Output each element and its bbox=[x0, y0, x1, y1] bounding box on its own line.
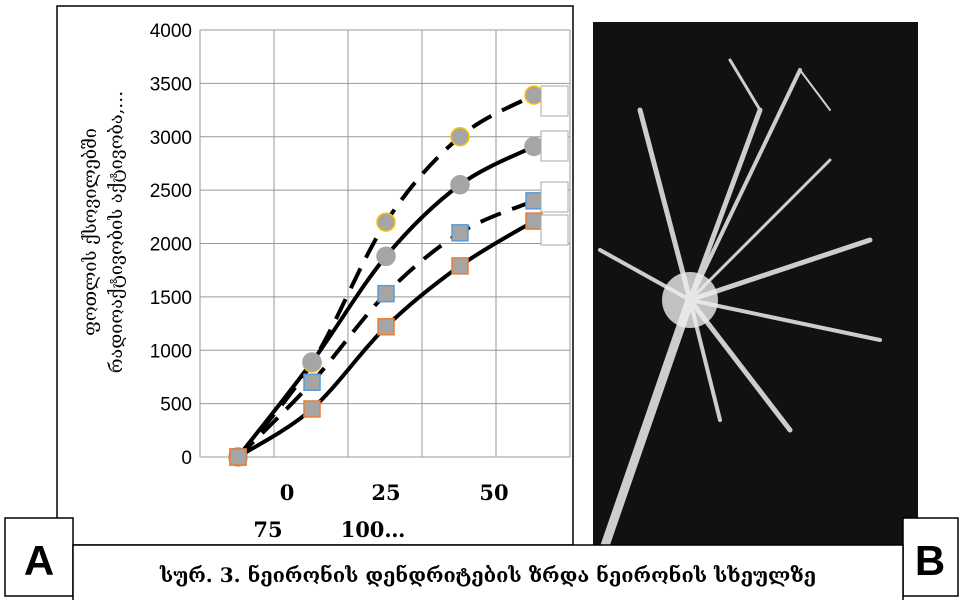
marker bbox=[450, 127, 470, 147]
marker bbox=[524, 85, 544, 105]
marker bbox=[377, 318, 395, 336]
y-axis-label: რადიოაქტივობის აქტივობა,… bbox=[106, 91, 127, 374]
marker bbox=[303, 400, 321, 418]
marker bbox=[524, 136, 544, 157]
marker bbox=[525, 212, 543, 230]
panel-label: B bbox=[915, 537, 945, 584]
legend bbox=[540, 85, 569, 246]
y-tick-label: 3000 bbox=[150, 128, 192, 149]
marker bbox=[229, 448, 247, 466]
caption: სურ. 3. ნეირონის დენდრიტების ზრდა ნეირონ… bbox=[159, 563, 816, 587]
x-tick-label: 75 bbox=[253, 517, 282, 542]
x-tick-label: 25 bbox=[371, 480, 400, 505]
marker bbox=[377, 284, 395, 303]
y-tick-label: 1500 bbox=[150, 288, 192, 309]
x-tick-label: 50 bbox=[479, 480, 508, 505]
chart-frame bbox=[56, 5, 574, 546]
panel-a-box bbox=[4, 517, 74, 597]
y-tick-label: 2000 bbox=[150, 235, 192, 256]
marker bbox=[303, 373, 321, 392]
marker bbox=[376, 212, 396, 232]
y-tick-label: 500 bbox=[160, 395, 192, 416]
y-tick-label: 2500 bbox=[150, 181, 192, 202]
marker bbox=[302, 352, 322, 372]
y-tick-label: 4000 bbox=[150, 21, 192, 42]
y-axis-label: ფოთლის ქსოვილებში bbox=[80, 128, 101, 336]
y-tick-label: 1000 bbox=[150, 341, 192, 362]
caption-box bbox=[72, 544, 904, 600]
y-tick-label: 0 bbox=[181, 448, 192, 469]
marker bbox=[451, 257, 469, 275]
marker bbox=[525, 192, 543, 210]
marker bbox=[450, 175, 470, 195]
y-tick-label: 3500 bbox=[150, 74, 192, 95]
photo-b bbox=[593, 22, 918, 565]
panel-label: A bbox=[24, 537, 54, 584]
x-tick-label: 100… bbox=[341, 517, 406, 542]
marker bbox=[451, 224, 469, 242]
marker bbox=[376, 246, 396, 267]
panel-b-box bbox=[902, 517, 959, 597]
x-tick-label: 0 bbox=[280, 480, 295, 505]
